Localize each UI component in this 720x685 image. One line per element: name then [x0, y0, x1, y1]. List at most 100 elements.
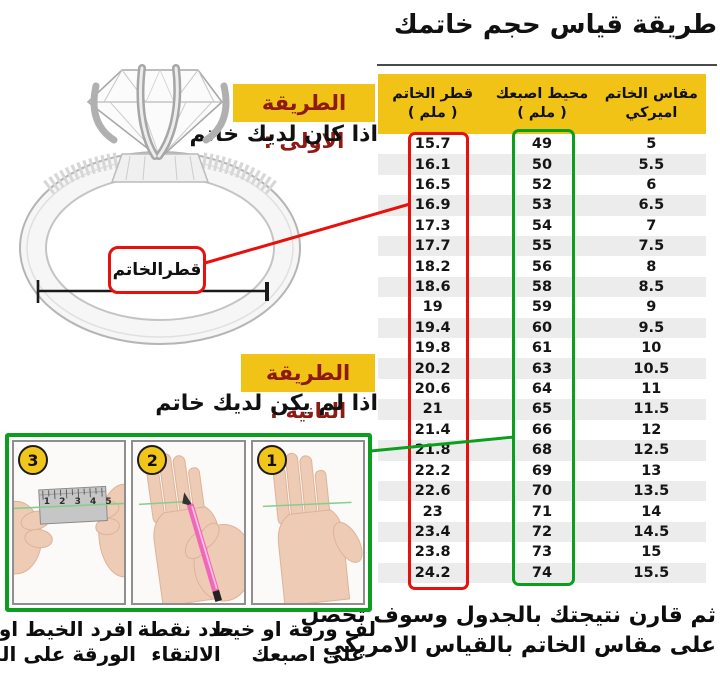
table-cell: 65: [531, 401, 553, 418]
table-header-row: قطر الخاتم ( ملم ) محيط اصبعك ( ملم ) مق…: [378, 74, 706, 134]
table-cell: 6.5: [638, 197, 665, 214]
table-cell: 18.2: [414, 258, 451, 275]
table-cell: 24.2: [414, 564, 451, 581]
table-cell: 66: [531, 421, 553, 438]
table-cell: 8.5: [638, 279, 665, 296]
table-row: 21 65 11.5: [378, 399, 706, 420]
table-cell: 12: [641, 421, 662, 438]
marking-thread-illustration: [133, 442, 244, 603]
table-cell: 16.9: [414, 197, 451, 214]
table-cell: 13.5: [633, 483, 670, 500]
table-row: 23.8 73 15: [378, 542, 706, 563]
table-cell: 23: [422, 503, 443, 520]
table-row: 21.8 68 12.5: [378, 440, 706, 461]
method-1-subtitle: اذا كان لديك خاتم: [189, 122, 378, 147]
footer-line: على مقاس الخاتم بالقياس الامريكي: [322, 633, 716, 658]
table-cell: 7.5: [638, 238, 665, 255]
table-cell: 20.6: [414, 381, 451, 398]
ring-diameter-callout: قطرالخاتم: [108, 246, 206, 294]
table-row: 20.6 64 11: [378, 378, 706, 400]
title-divider: [377, 64, 717, 66]
step-2-badge: 2: [137, 445, 168, 475]
table-row: 16.9 53 6.5: [378, 195, 706, 216]
table-row: 19 59 9: [378, 297, 706, 318]
table-cell: 6: [646, 177, 657, 194]
column-header-line: اميركي: [625, 105, 678, 121]
column-header-line: مقاس الخاتم: [604, 86, 698, 102]
table-cell: 58: [531, 279, 553, 296]
table-cell: 55: [531, 238, 553, 255]
table-cell: 68: [531, 442, 553, 459]
table-row: 20.2 63 10.5: [378, 358, 706, 379]
column-header-line: ( ملم ): [517, 105, 567, 121]
table-cell: 19.8: [414, 340, 451, 357]
table-cell: 10: [641, 340, 662, 357]
step-2-photo: 2: [131, 440, 246, 605]
table-cell: 12.5: [633, 442, 670, 459]
table-cell: 8: [646, 258, 657, 275]
table-cell: 11: [641, 381, 662, 398]
step-3-badge: 3: [18, 445, 48, 475]
table-row: 19.4 60 9.5: [378, 317, 706, 339]
table-cell: 50: [531, 156, 553, 173]
page-title: طريقة قياس حجم خاتمك: [393, 10, 717, 40]
table-cell: 22.6: [414, 483, 451, 500]
table-cell: 56: [531, 258, 553, 275]
table-cell: 54: [531, 217, 553, 234]
table-row: 17.7 55 7.5: [378, 236, 706, 257]
table-cell: 21.4: [414, 421, 451, 438]
table-cell: 74: [531, 564, 553, 581]
table-cell: 13: [641, 462, 662, 479]
method-2-label: الطريقة الثانية :: [241, 354, 375, 423]
table-cell: 14: [641, 503, 662, 520]
ruler-numbers: 1 2 3 4 5: [43, 496, 115, 507]
step-3-caption: افرد الخيط او الورقة على المسطرة: [0, 617, 136, 667]
step-1-photo: 1: [250, 440, 365, 605]
table-cell: 10.5: [633, 360, 670, 377]
table-cell: 17.3: [414, 217, 451, 234]
column-header-us-size: مقاس الخاتم اميركي: [597, 74, 706, 134]
ring-size-table: قطر الخاتم ( ملم ) محيط اصبعك ( ملم ) مق…: [378, 74, 706, 583]
table-cell: 22.2: [414, 462, 451, 479]
table-cell: 16.5: [414, 177, 451, 194]
step-3-photo: 3 1 2 3 4 5: [12, 440, 127, 605]
column-header-line: محيط اصبعك: [495, 86, 589, 102]
step-1-caption: لف ورقة او خيط على اصبعك: [211, 617, 376, 667]
table-row: 16.5 52 6: [378, 174, 706, 196]
table-cell: 60: [531, 319, 553, 336]
table-cell: 20.2: [414, 360, 451, 377]
table-cell: 69: [531, 462, 553, 479]
table-cell: 61: [531, 340, 553, 357]
footer-line: ثم قارن نتيجتك بالجدول وسوف تحصل: [300, 603, 716, 628]
table-row: 18.2 56 8: [378, 256, 706, 277]
table-cell: 21: [422, 401, 443, 418]
table-cell: 9: [646, 299, 657, 316]
table-cell: 71: [531, 503, 553, 520]
table-cell: 73: [531, 544, 553, 561]
table-row: 17.3 54 7: [378, 215, 706, 237]
caption-line: الورقة على المسطرة: [0, 642, 136, 666]
table-cell: 16.1: [414, 156, 451, 173]
table-cell: 19.4: [414, 319, 451, 336]
table-row: 23.4 72 14.5: [378, 521, 706, 543]
table-cell: 21.8: [414, 442, 451, 459]
method-2-subtitle: اذا لم يكن لديك خاتم: [155, 391, 378, 416]
method-1-label: الطريقة الاولى :: [233, 84, 375, 153]
column-header-circumference: محيط اصبعك ( ملم ): [487, 74, 596, 134]
table-body: 15.7 49 5 16.1 50 5.5 16.5 52 6 16.9 53 6.5 17.3 54 7 1…: [378, 134, 706, 583]
table-row: 24.2 74 15.5: [378, 562, 706, 583]
caption-line: افرد الخيط او: [0, 617, 134, 641]
table-cell: 72: [531, 523, 553, 540]
table-row: 19.8 61 10: [378, 338, 706, 359]
table-row: 16.1 50 5.5: [378, 154, 706, 175]
table-cell: 52: [531, 177, 553, 194]
table-cell: 70: [531, 483, 553, 500]
table-cell: 17.7: [414, 238, 451, 255]
table-cell: 11.5: [633, 401, 670, 418]
table-cell: 5: [646, 136, 657, 153]
table-cell: 5.5: [638, 156, 665, 173]
table-cell: 49: [531, 136, 553, 153]
table-cell: 63: [531, 360, 553, 377]
step-1-badge: 1: [256, 445, 287, 475]
column-header-diameter: قطر الخاتم ( ملم ): [378, 74, 487, 134]
